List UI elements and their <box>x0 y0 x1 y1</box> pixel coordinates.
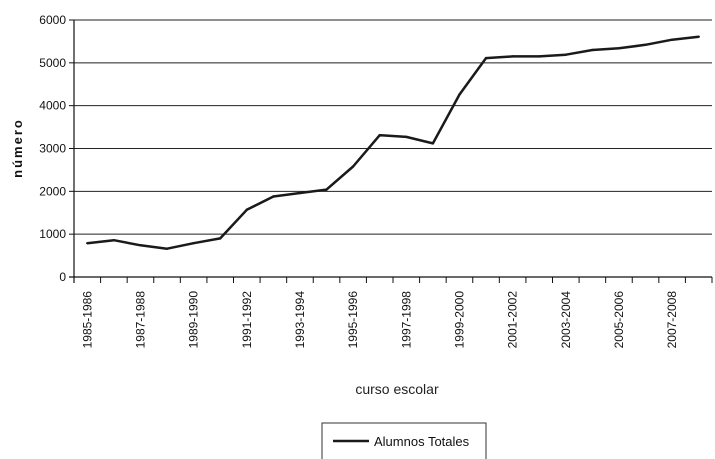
grid-lines <box>74 19 712 235</box>
data-point-1998-1999 <box>431 142 435 145</box>
axes <box>69 20 712 283</box>
y-tick-label-4000: 4000 <box>39 99 66 113</box>
data-point-1988-1989 <box>165 247 169 250</box>
x-tick-label-2003-2004: 2003-2004 <box>559 291 573 349</box>
series-line-0 <box>87 35 699 250</box>
data-point-2001-2002 <box>511 55 514 58</box>
y-tick-label-2000: 2000 <box>39 184 66 198</box>
legend: Alumnos Totales <box>321 422 487 459</box>
x-tick-label-1995-1996: 1995-1996 <box>346 291 360 349</box>
series-layer <box>86 35 700 250</box>
x-axis-ticks: 1985-1986 1987-1988 1989-1990 1991-1992 1993… <box>73 277 713 349</box>
data-point-2000-2001 <box>484 56 488 60</box>
data-point-2006-2007 <box>644 43 647 47</box>
data-point-1990-1991 <box>219 237 222 240</box>
data-point-1987-1988 <box>139 244 142 247</box>
x-tick-label-1999-2000: 1999-2000 <box>452 291 466 349</box>
data-point-1996-1997 <box>378 134 381 137</box>
y-tick-label-1000: 1000 <box>39 227 66 241</box>
x-tick-label-1991-1992: 1991-1992 <box>240 291 254 349</box>
y-tick-label-0: 0 <box>59 270 66 284</box>
data-point-1995-1996 <box>351 165 355 168</box>
data-point-1999-2000 <box>458 93 461 96</box>
data-point-2005-2006 <box>617 47 621 50</box>
y-tick-label-6000: 6000 <box>39 13 66 27</box>
data-point-1997-1998 <box>405 135 408 139</box>
x-tick-label-1997-1998: 1997-1998 <box>399 291 413 349</box>
data-point-2004-2005 <box>591 48 594 52</box>
data-point-1994-1995 <box>325 188 328 191</box>
data-point-2003-2004 <box>564 53 567 56</box>
x-tick-label-2005-2006: 2005-2006 <box>612 291 626 349</box>
x-tick-label-1989-1990: 1989-1990 <box>187 291 201 349</box>
data-point-2008-2009 <box>697 35 700 38</box>
y-axis-ticks: 0 1000 2000 3000 4000 5000 6000 <box>39 13 74 284</box>
data-point-1992-1993 <box>272 195 275 198</box>
data-point-2007-2008 <box>670 38 674 41</box>
data-point-1991-1992 <box>245 208 248 211</box>
data-point-1985-1986 <box>86 241 89 245</box>
data-point-1986-1987 <box>112 238 116 242</box>
y-tick-label-3000: 3000 <box>39 142 66 156</box>
x-tick-label-2007-2008: 2007-2008 <box>665 291 679 349</box>
x-tick-label-1987-1988: 1987-1988 <box>133 291 147 349</box>
x-tick-label-1993-1994: 1993-1994 <box>293 291 307 349</box>
data-point-1993-1994 <box>298 191 302 195</box>
legend-label: Alumnos Totales <box>374 434 470 449</box>
data-point-1989-1990 <box>192 241 195 245</box>
y-axis-label: número <box>10 118 25 178</box>
x-tick-label-1985-1986: 1985-1986 <box>80 291 94 349</box>
x-axis-label: curso escolar <box>355 381 439 397</box>
y-tick-label-5000: 5000 <box>39 56 66 70</box>
x-tick-label-2001-2002: 2001-2002 <box>506 291 520 349</box>
data-point-2002-2003 <box>538 55 541 58</box>
